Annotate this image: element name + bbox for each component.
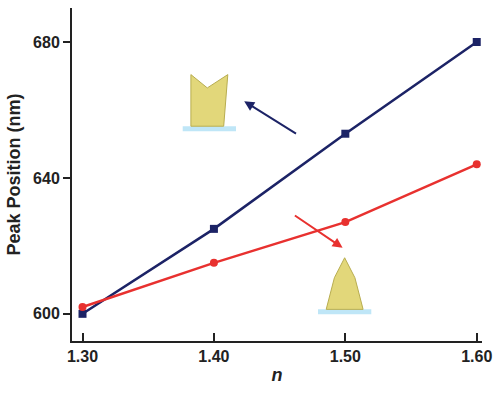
svg-text:n: n	[272, 365, 283, 385]
svg-text:Peak Position (nm): Peak Position (nm)	[4, 93, 24, 255]
svg-text:640: 640	[33, 170, 60, 187]
svg-text:1.30: 1.30	[67, 348, 98, 365]
svg-text:680: 680	[33, 34, 60, 51]
svg-text:1.40: 1.40	[198, 348, 229, 365]
svg-text:1.50: 1.50	[330, 348, 361, 365]
svg-text:600: 600	[33, 305, 60, 322]
svg-text:1.60: 1.60	[461, 348, 492, 365]
